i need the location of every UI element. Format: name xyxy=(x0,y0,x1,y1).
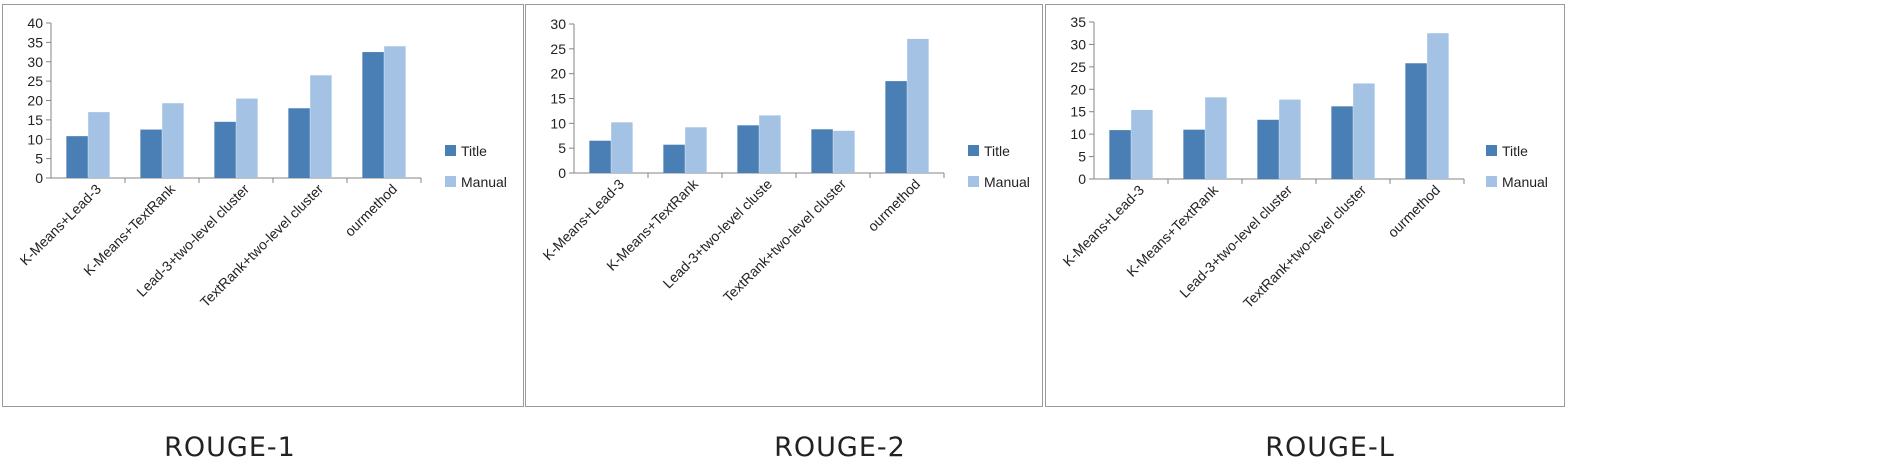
x-category-label: TextRank+two-level cluster xyxy=(1240,182,1370,312)
legend-swatch-manual xyxy=(968,176,979,187)
y-tick-label: 5 xyxy=(558,140,566,156)
legend-swatch-title xyxy=(1486,145,1497,156)
chart-panel-rouge-1: 0 5 10 15 20 25 30 35 40 K-Means+Lead-3 K-Means+Te… xyxy=(2,4,524,407)
y-tick-label: 30 xyxy=(1070,36,1086,52)
y-tick-label: 5 xyxy=(35,151,43,167)
legend-label-manual: Manual xyxy=(984,174,1030,190)
y-tick-label: 15 xyxy=(27,112,43,128)
bar-manual xyxy=(611,122,633,173)
bar-manual xyxy=(685,127,707,173)
x-category-label: TextRank+two-level cluster xyxy=(720,176,850,306)
bar-title xyxy=(1405,63,1427,179)
y-tick-label: 0 xyxy=(1078,171,1086,187)
chart-panel-rouge-2: 0 5 10 15 20 25 30 K-Means+Lead-3 K-Means+TextRa… xyxy=(525,4,1043,407)
bar-manual xyxy=(88,112,110,178)
bar-manual xyxy=(1205,97,1227,179)
bar-manual xyxy=(162,103,184,178)
chart-rouge-l: 05101520253035K-Means+Lead-3K-Means+Text… xyxy=(1060,14,1548,312)
legend-label-title: Title xyxy=(984,143,1010,159)
bar-manual xyxy=(1427,33,1449,179)
bar-manual xyxy=(384,46,406,178)
y-tick-label: 5 xyxy=(1078,149,1086,165)
legend-label-manual: Manual xyxy=(1502,174,1548,190)
bar-title xyxy=(737,125,759,173)
bar-manual xyxy=(759,115,781,173)
bar-title xyxy=(288,108,310,178)
y-tick-label: 10 xyxy=(27,131,43,147)
y-tick-label: 40 xyxy=(27,15,43,31)
bar-title xyxy=(1331,106,1353,179)
bar-manual xyxy=(907,38,929,174)
y-tick-label: 15 xyxy=(1070,104,1086,120)
y-tick-label: 15 xyxy=(550,91,566,107)
bar-title xyxy=(140,129,162,178)
chart-caption-rouge-l: ROUGE-L xyxy=(1265,432,1395,463)
bar-title xyxy=(362,52,384,178)
bar-title xyxy=(1257,119,1279,179)
bar-manual xyxy=(833,130,855,173)
bar-manual xyxy=(236,98,258,178)
y-tick-label: 20 xyxy=(1070,81,1086,97)
legend-label-manual: Manual xyxy=(461,174,507,190)
legend-swatch-manual xyxy=(445,176,456,187)
y-tick-label: 25 xyxy=(550,41,566,57)
bar-title xyxy=(1183,129,1205,179)
chart-rouge-2: 051015202530K-Means+Lead-3K-Means+TextRa… xyxy=(540,16,1030,306)
legend-swatch-manual xyxy=(1486,176,1497,187)
y-tick-label: 30 xyxy=(27,54,43,70)
chart-panel-rouge-l: 0 5 10 15 20 25 30 35 K-Means+Lead-3 K-Means+Text… xyxy=(1045,4,1565,407)
bar-title xyxy=(214,121,236,178)
y-tick-label: 25 xyxy=(1070,59,1086,75)
bar-title xyxy=(589,140,611,173)
y-tick-label: 25 xyxy=(27,73,43,89)
y-tick-label: 30 xyxy=(550,16,566,32)
legend-label-title: Title xyxy=(461,143,487,159)
y-tick-label: 35 xyxy=(1070,14,1086,30)
x-category-label: TextRank+two-level cluster xyxy=(197,181,327,311)
x-category-label: ourmethod xyxy=(341,181,400,240)
x-category-label: ourmethod xyxy=(864,176,923,235)
legend-label-title: Title xyxy=(1502,143,1528,159)
chart-caption-rouge-1: ROUGE-1 xyxy=(164,432,296,463)
y-tick-label: 10 xyxy=(1070,126,1086,142)
y-tick-label: 35 xyxy=(27,34,43,50)
chart-rouge-1: 0510152025303540K-Means+Lead-3K-Means+Te… xyxy=(17,15,507,311)
bar-title xyxy=(811,129,833,173)
bar-title xyxy=(663,144,685,173)
bar-manual xyxy=(1279,99,1301,179)
legend-swatch-title xyxy=(968,145,979,156)
y-tick-label: 0 xyxy=(558,165,566,181)
bar-title xyxy=(1109,130,1131,179)
bar-manual xyxy=(1131,109,1153,179)
x-category-label: ourmethod xyxy=(1384,182,1443,241)
legend-swatch-title xyxy=(445,145,456,156)
chart-caption-rouge-2: ROUGE-2 xyxy=(774,432,906,463)
y-tick-label: 20 xyxy=(27,93,43,109)
bar-manual xyxy=(310,75,332,178)
bar-manual xyxy=(1353,83,1375,179)
y-tick-label: 10 xyxy=(550,115,566,131)
bar-title xyxy=(885,81,907,173)
bar-title xyxy=(66,136,88,178)
y-tick-label: 20 xyxy=(550,66,566,82)
y-tick-label: 0 xyxy=(35,170,43,186)
